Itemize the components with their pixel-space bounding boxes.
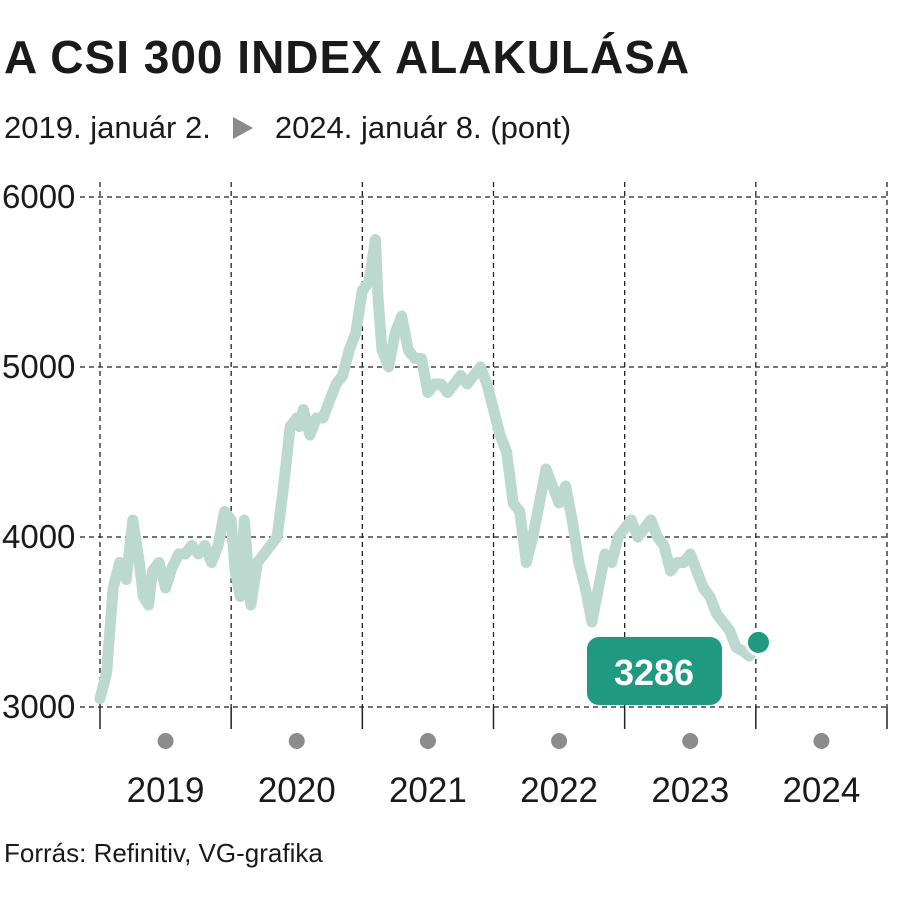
source-note: Forrás: Refinitiv, VG-grafika	[4, 838, 323, 868]
x-tick-label: 2022	[520, 771, 598, 810]
y-tick-label: 6000	[2, 178, 75, 215]
chart-title: A CSI 300 INDEX ALAKULÁSA	[4, 31, 691, 83]
axis-labels: 6000 5000 4000 3000 2019 2020 2021 2022 2023 2024…	[2, 178, 860, 810]
chart-subtitle: 2019. január 2. 2024. január 8. (pont)	[4, 110, 571, 146]
y-tick-label: 4000	[2, 518, 75, 555]
series-line-group	[94, 234, 772, 704]
year-dot-marker	[551, 733, 568, 749]
x-tick-label: 2024	[782, 771, 860, 810]
year-dot-marker	[157, 733, 174, 749]
y-tick-label: 3000	[2, 688, 75, 725]
play-triangle-icon	[232, 117, 253, 139]
y-tick-label: 5000	[2, 348, 75, 385]
subtitle-start-date: 2019. január 2.	[4, 110, 211, 145]
subtitle-end-date: 2024. január 8. (pont)	[274, 110, 572, 145]
series-line	[94, 234, 764, 704]
year-dot-marker	[813, 733, 830, 749]
year-dot-marker	[288, 733, 305, 749]
last-value-badge	[587, 637, 722, 705]
x-tick-label: 2023	[651, 771, 729, 810]
line-chart: 6000 5000 4000 3000 2019 2020 2021 2022 2023 2024…	[2, 178, 888, 810]
x-tick-label: 2019	[127, 771, 205, 810]
x-tick-label: 2020	[258, 771, 336, 810]
year-dot-marker	[682, 733, 699, 749]
last-value-label: 3286	[614, 652, 694, 693]
year-dot-marker	[419, 733, 436, 749]
x-tick-label: 2021	[389, 771, 467, 810]
chart-grid	[80, 182, 888, 749]
last-point-marker	[744, 628, 772, 656]
